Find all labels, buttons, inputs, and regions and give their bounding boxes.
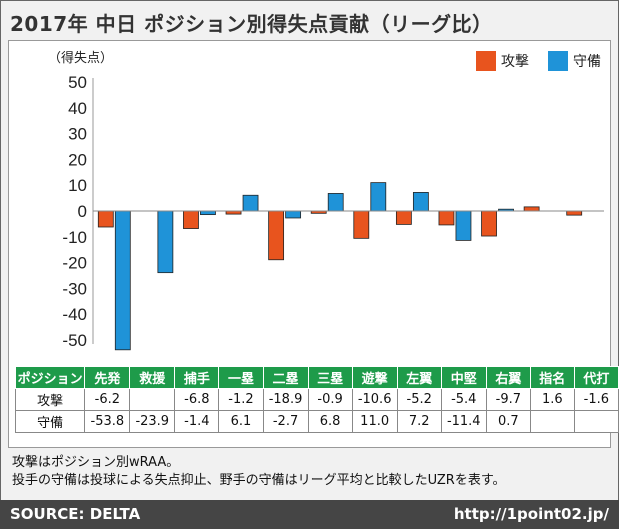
table-header-cell: 左翼 bbox=[396, 366, 442, 389]
bar-offense bbox=[395, 210, 412, 225]
y-tick-label: 10 bbox=[68, 176, 87, 195]
note-offense: 攻撃はポジション別wRAA。 bbox=[12, 455, 180, 470]
bar-defense bbox=[285, 210, 302, 219]
table-header-cell: 救援 bbox=[129, 366, 176, 389]
legend-offense-label: 攻撃 bbox=[501, 54, 529, 70]
bar-offense bbox=[566, 210, 583, 216]
bar-defense bbox=[242, 194, 259, 212]
table-cell: -9.7 bbox=[485, 388, 531, 411]
y-tick-label: 0 bbox=[78, 202, 87, 221]
y-tick-label: 50 bbox=[68, 73, 87, 92]
table-header-cell: 遊撃 bbox=[351, 366, 398, 389]
table-header-cell: 代打 bbox=[573, 366, 619, 389]
legend-offense-swatch bbox=[476, 51, 496, 71]
data-table: ポジション 先発 救援 捕手 一塁 二塁 三塁 遊撃 左翼 中堅 右翼 指名 代… bbox=[14, 366, 619, 433]
footer-bar: SOURCE: DELTA http://1point02.jp/ bbox=[0, 500, 619, 529]
table-cell: -1.4 bbox=[174, 410, 220, 433]
table-cell: -0.9 bbox=[307, 388, 353, 411]
bar-defense bbox=[200, 210, 216, 216]
note-defense: 投手の守備は投球による失点抑止、野手の守備はリーグ平均と比較したUZRを表す。 bbox=[12, 473, 506, 488]
y-tick-label: 40 bbox=[68, 99, 87, 118]
table-cell: -2.7 bbox=[262, 410, 309, 433]
table-header-cell: 捕手 bbox=[174, 366, 220, 389]
table-cell: -10.6 bbox=[351, 388, 398, 411]
y-tick-label: 20 bbox=[68, 150, 87, 169]
y-tick-label: -10 bbox=[62, 228, 87, 247]
bar-offense bbox=[523, 206, 540, 212]
table-row-label: 攻撃 bbox=[14, 388, 86, 411]
bar-defense bbox=[327, 193, 344, 212]
table-cell: -5.4 bbox=[440, 388, 487, 411]
bar-offense bbox=[353, 210, 370, 239]
bar-offense bbox=[97, 210, 114, 228]
table-header-cell: 指名 bbox=[529, 366, 575, 389]
table-cell: -53.8 bbox=[84, 410, 131, 433]
table-header-cell: 一塁 bbox=[218, 366, 264, 389]
table-cell: -6.8 bbox=[174, 388, 220, 411]
table-cell bbox=[529, 410, 575, 433]
table-header-cell: 先発 bbox=[84, 366, 131, 389]
table-cell: -23.9 bbox=[129, 410, 176, 433]
table-cell: 7.2 bbox=[396, 410, 442, 433]
table-cell bbox=[129, 388, 176, 411]
bar-defense bbox=[370, 182, 387, 212]
bar-offense bbox=[481, 210, 497, 237]
table-header-label: ポジション bbox=[14, 366, 86, 389]
bar-offense bbox=[438, 210, 455, 226]
bar-defense bbox=[412, 192, 429, 212]
footer-source: SOURCE: DELTA bbox=[10, 505, 141, 523]
table-cell: -18.9 bbox=[262, 388, 309, 411]
table-header-row: ポジション 先発 救援 捕手 一塁 二塁 三塁 遊撃 左翼 中堅 右翼 指名 代… bbox=[14, 366, 619, 389]
y-tick-label: -50 bbox=[62, 331, 87, 350]
table-header-cell: 三塁 bbox=[307, 366, 353, 389]
bar-offense bbox=[183, 210, 199, 229]
table-header-cell: 右翼 bbox=[485, 366, 531, 389]
bar-defense bbox=[455, 210, 472, 241]
table-cell: -1.2 bbox=[218, 388, 264, 411]
table-cell: 11.0 bbox=[351, 410, 398, 433]
table-header-cell: 二塁 bbox=[262, 366, 309, 389]
legend-defense-swatch bbox=[548, 51, 568, 71]
y-unit-label: （得失点） bbox=[48, 51, 114, 66]
bar-defense bbox=[157, 210, 174, 274]
y-tick-label: -40 bbox=[62, 305, 87, 324]
table-cell: -11.4 bbox=[440, 410, 487, 433]
table-cell: 6.1 bbox=[218, 410, 264, 433]
legend-defense: 守備 bbox=[548, 51, 601, 71]
table-cell: -5.2 bbox=[396, 388, 442, 411]
table-cell: -1.6 bbox=[573, 388, 619, 411]
y-tick-label: -30 bbox=[62, 279, 87, 298]
table-cell: 0.7 bbox=[485, 410, 531, 433]
legend-offense: 攻撃 bbox=[476, 51, 529, 71]
table-header-cell: 中堅 bbox=[440, 366, 487, 389]
table-row-defense: 守備 -53.8 -23.9 -1.4 6.1 -2.7 6.8 11.0 7.… bbox=[14, 410, 619, 433]
table-cell bbox=[573, 410, 619, 433]
table-row-label: 守備 bbox=[14, 410, 86, 433]
legend-defense-label: 守備 bbox=[573, 54, 601, 70]
y-tick-label: 30 bbox=[68, 125, 87, 144]
chart-title: 2017年 中日 ポジション別得失点貢献（リーグ比） bbox=[10, 12, 493, 36]
footer-url[interactable]: http://1point02.jp/ bbox=[453, 505, 609, 523]
table-cell: -6.2 bbox=[84, 388, 131, 411]
bar-defense bbox=[114, 210, 131, 351]
table-row-offense: 攻撃 -6.2 -6.8 -1.2 -18.9 -0.9 -10.6 -5.2 … bbox=[14, 388, 619, 411]
table-cell: 6.8 bbox=[307, 410, 353, 433]
table-cell: 1.6 bbox=[529, 388, 575, 411]
bar-offense bbox=[268, 210, 285, 261]
y-tick-label: -20 bbox=[62, 254, 87, 273]
